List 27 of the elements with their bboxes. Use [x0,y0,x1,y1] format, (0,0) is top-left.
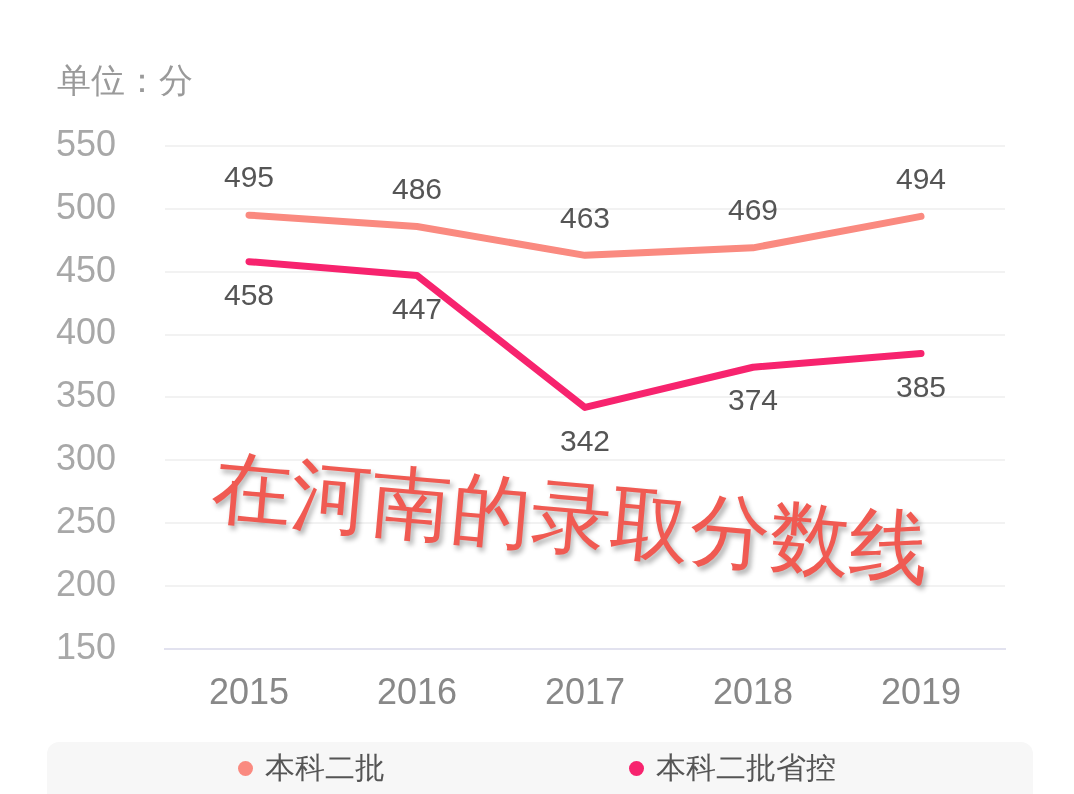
data-label: 385 [895,369,947,403]
data-label: 486 [391,171,443,205]
y-tick-label: 250 [56,500,117,542]
data-label: 469 [727,193,779,227]
y-tick-label: 200 [56,562,117,604]
y-tick-label: 400 [56,311,117,353]
y-tick-label: 500 [56,185,117,227]
legend-label: 本科二批 [265,750,385,786]
x-tick-label: 2016 [376,671,458,713]
data-label: 463 [559,200,611,234]
data-label: 374 [727,383,779,417]
y-tick-label: 300 [56,437,117,479]
y-tick-label: 350 [56,374,117,416]
data-label: 342 [559,423,611,457]
data-label: 458 [223,277,275,311]
y-axis-title: 单位：分 [57,60,193,101]
x-tick-label: 2019 [880,671,962,713]
data-label: 447 [391,291,443,325]
x-tick-label: 2017 [544,671,626,713]
x-tick-label: 2018 [712,671,794,713]
y-tick-label: 550 [56,122,117,164]
x-tick-label: 2015 [208,671,290,713]
data-label: 494 [895,161,947,195]
legend-label: 本科二批省控 [656,750,836,786]
y-tick-label: 450 [56,248,117,290]
y-tick-label: 150 [56,625,117,667]
data-label: 495 [223,160,275,194]
